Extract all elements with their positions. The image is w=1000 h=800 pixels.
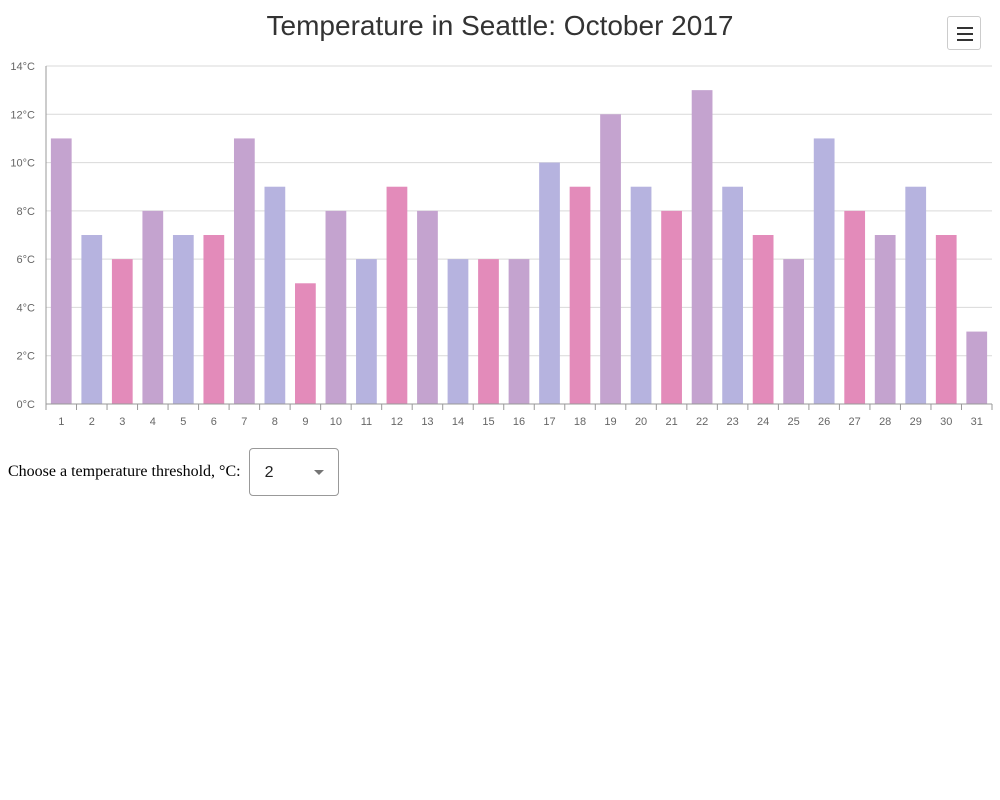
bar-day-12[interactable] — [386, 186, 408, 404]
bar-day-27[interactable] — [844, 210, 866, 404]
y-tick-label: 10°C — [10, 158, 35, 170]
x-tick-label: 7 — [241, 416, 247, 428]
bar-day-1[interactable] — [50, 138, 72, 404]
threshold-control: Choose a temperature threshold, °C: 2 — [8, 448, 339, 496]
bar-day-28[interactable] — [874, 235, 896, 404]
x-tick-label: 5 — [180, 416, 186, 428]
bar-day-18[interactable] — [569, 186, 591, 404]
bar-day-29[interactable] — [905, 186, 927, 404]
y-tick-label: 2°C — [17, 351, 36, 363]
bar-day-6[interactable] — [203, 235, 225, 404]
bar-day-24[interactable] — [752, 235, 774, 404]
x-tick-label: 22 — [696, 416, 708, 428]
x-tick-label: 24 — [757, 416, 769, 428]
x-tick-label: 29 — [910, 416, 922, 428]
x-tick-label: 9 — [302, 416, 308, 428]
bar-day-7[interactable] — [233, 138, 255, 404]
bar-day-9[interactable] — [295, 283, 316, 404]
x-tick-label: 8 — [272, 416, 278, 428]
x-tick-label: 16 — [513, 416, 525, 428]
x-tick-label: 14 — [452, 416, 464, 428]
x-tick-label: 28 — [879, 416, 891, 428]
bar-day-16[interactable] — [508, 259, 530, 404]
x-tick-label: 3 — [119, 416, 125, 428]
x-tick-label: 25 — [788, 416, 800, 428]
bar-day-21[interactable] — [661, 210, 682, 404]
bar-day-19[interactable] — [600, 114, 621, 405]
x-tick-label: 1 — [58, 416, 64, 428]
bar-day-14[interactable] — [447, 259, 469, 404]
bar-day-20[interactable] — [630, 186, 652, 404]
y-tick-label: 8°C — [17, 206, 36, 218]
bar-day-8[interactable] — [264, 186, 286, 404]
x-tick-label: 6 — [211, 416, 217, 428]
hamburger-menu-icon — [957, 27, 973, 29]
x-tick-label: 12 — [391, 416, 403, 428]
x-tick-label: 23 — [726, 416, 738, 428]
y-tick-label: 0°C — [17, 399, 36, 411]
threshold-label: Choose a temperature threshold, °C: — [8, 463, 241, 480]
bar-day-2[interactable] — [81, 235, 103, 404]
x-tick-label: 10 — [330, 416, 342, 428]
x-tick-label: 2 — [89, 416, 95, 428]
x-tick-label: 31 — [971, 416, 983, 428]
bar-day-23[interactable] — [722, 186, 743, 404]
x-tick-label: 21 — [665, 416, 677, 428]
bar-day-25[interactable] — [783, 259, 805, 404]
x-tick-label: 20 — [635, 416, 647, 428]
x-tick-label: 19 — [604, 416, 616, 428]
threshold-selected-value: 2 — [264, 464, 274, 481]
caret-down-icon — [313, 470, 324, 475]
bar-day-11[interactable] — [356, 259, 377, 404]
x-tick-label: 13 — [421, 416, 433, 428]
x-tick-label: 11 — [361, 416, 372, 428]
bars — [50, 90, 988, 405]
bar-day-10[interactable] — [325, 210, 347, 404]
x-tick-label: 18 — [574, 416, 586, 428]
bar-day-31[interactable] — [966, 331, 988, 404]
bar-day-26[interactable] — [813, 138, 835, 404]
bar-day-15[interactable] — [478, 259, 499, 404]
bar-day-5[interactable] — [172, 235, 194, 404]
bar-chart: 0°C2°C4°C6°C8°C10°C12°C14°C 1 2 3 4 5 6 7 8 9 10 1… — [10, 61, 993, 428]
hamburger-menu-icon-line — [957, 39, 973, 41]
bar-day-22[interactable] — [691, 90, 713, 405]
y-tick-label: 6°C — [17, 254, 36, 266]
hamburger-menu-icon-line — [957, 33, 973, 35]
x-tick-label: 4 — [150, 416, 156, 428]
bar-day-13[interactable] — [417, 210, 438, 404]
bar-day-30[interactable] — [935, 235, 957, 404]
x-tick-label: 17 — [543, 416, 555, 428]
y-tick-label: 14°C — [10, 61, 35, 73]
x-tick-label: 27 — [849, 416, 861, 428]
chart-title: Temperature in Seattle: October 2017 — [266, 10, 734, 41]
bar-day-3[interactable] — [111, 259, 133, 404]
x-tick-label: 15 — [482, 416, 494, 428]
y-axis: 0°C 2°C 4°C 6°C 8°C 10°C 12°C 14°C — [10, 61, 47, 411]
x-tick-label: 30 — [940, 416, 952, 428]
bar-day-4[interactable] — [142, 210, 164, 404]
x-axis: 1 2 3 4 5 6 7 8 9 10 11 12 13 14 15 16 17 18 19 20 21 22 23 24 2… — [45, 403, 993, 428]
y-tick-label: 12°C — [10, 109, 35, 121]
y-tick-label: 4°C — [17, 302, 36, 314]
x-tick-label: 26 — [818, 416, 830, 428]
threshold-select[interactable]: 2 — [248, 448, 339, 496]
chart-menu-button[interactable] — [947, 16, 981, 50]
bar-day-17[interactable] — [539, 162, 560, 404]
